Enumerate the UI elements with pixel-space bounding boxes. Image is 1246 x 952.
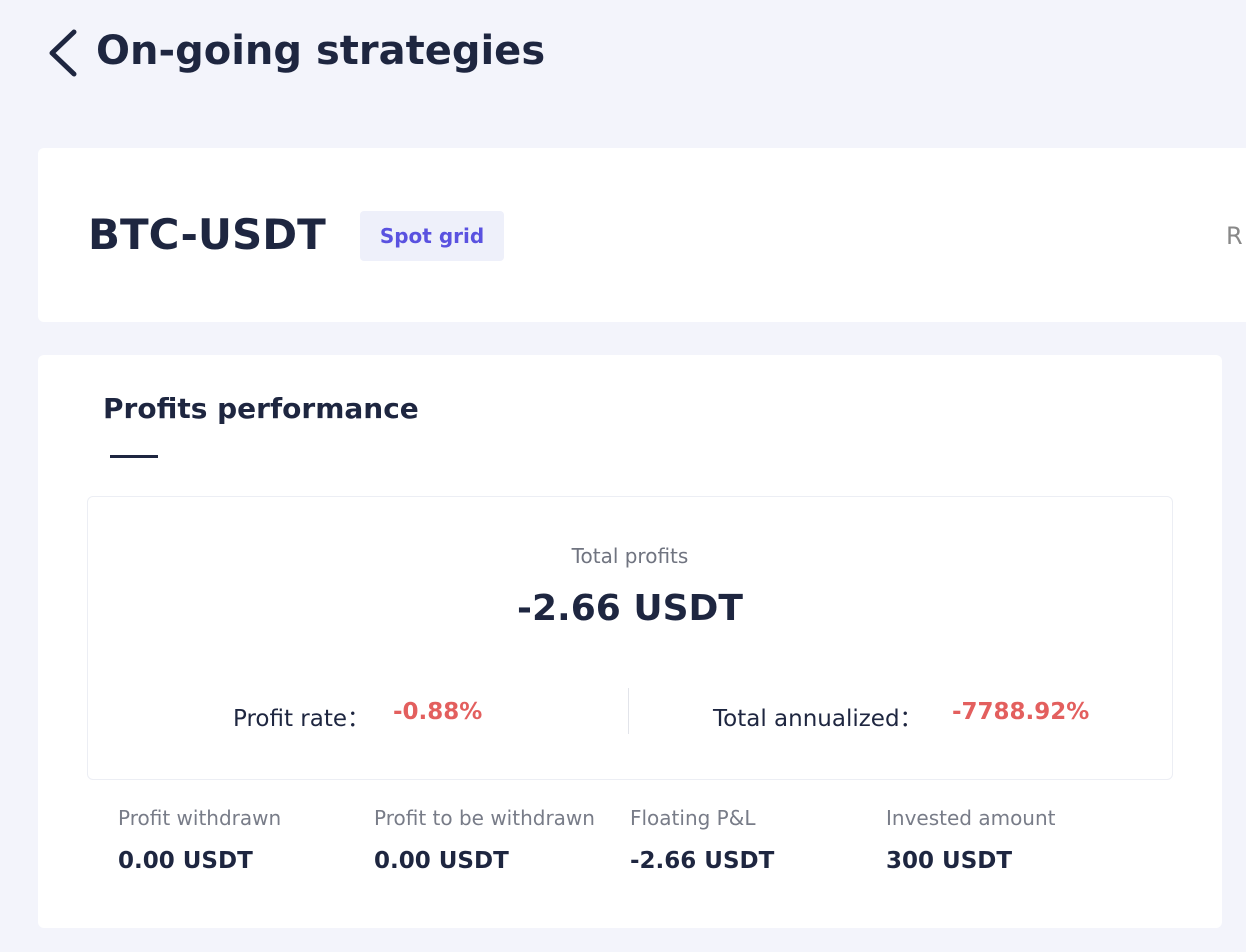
stat-value: 300 USDT (886, 848, 1013, 874)
stat-label: Invested amount (886, 806, 1056, 830)
badge: Spot grid (360, 211, 504, 261)
rate-label: Profit rate： (233, 706, 371, 732)
stat-label: Floating P&L (630, 806, 756, 830)
strategy-card (38, 148, 1246, 322)
annualized-label: Total annualized： (713, 706, 923, 732)
divider (628, 688, 629, 734)
annualized-value: -7788.92% (952, 699, 1090, 725)
pair: BTC-USDT (88, 210, 326, 259)
back-button[interactable] (44, 28, 84, 78)
tab-underline (110, 455, 158, 458)
page-title: On-going strategies (96, 28, 546, 74)
stat-value: 0.00 USDT (374, 848, 509, 874)
summary-box (87, 496, 1173, 780)
stat-label: Profit withdrawn (118, 806, 282, 830)
stat-value: -2.66 USDT (630, 848, 775, 874)
stat-label: Profit to be withdrawn (374, 806, 595, 830)
total-value: -2.66 USDT (517, 588, 743, 629)
section-title[interactable]: Profits performance (103, 392, 419, 425)
rate-value: -0.88% (393, 699, 483, 725)
performance-card (38, 355, 1222, 928)
total-label: Total profits (571, 544, 689, 568)
cut-off-text: R (1226, 222, 1243, 250)
stat-value: 0.00 USDT (118, 848, 253, 874)
